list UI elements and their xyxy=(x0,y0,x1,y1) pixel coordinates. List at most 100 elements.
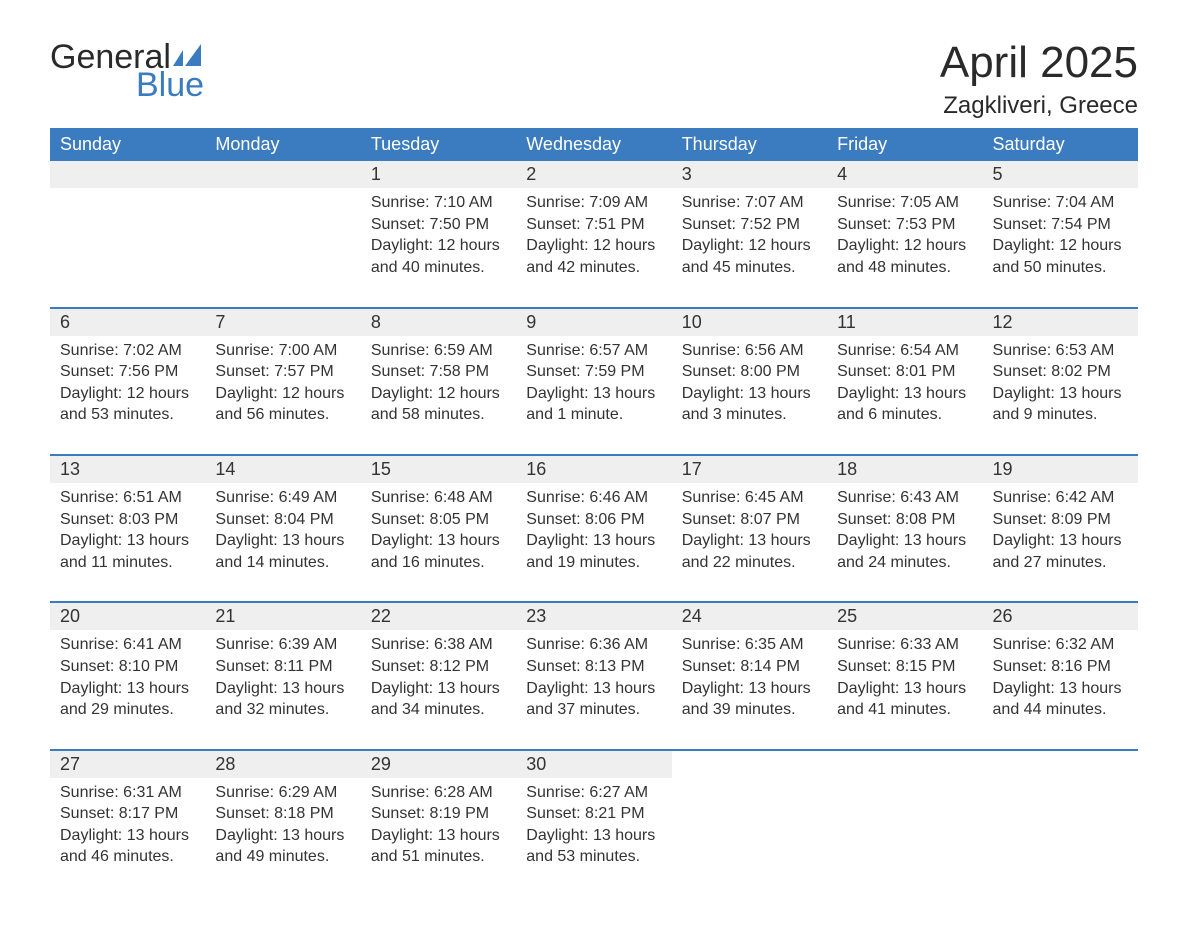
day-cell: Sunrise: 6:35 AMSunset: 8:14 PMDaylight:… xyxy=(672,630,827,749)
day-cell-body: Sunrise: 7:02 AMSunset: 7:56 PMDaylight:… xyxy=(50,336,205,426)
day-cell-body: Sunrise: 6:57 AMSunset: 7:59 PMDaylight:… xyxy=(516,336,671,426)
sunrise-line: Sunrise: 6:53 AM xyxy=(993,340,1128,362)
brand-logo: General Blue xyxy=(50,40,207,102)
sunrise-line: Sunrise: 6:56 AM xyxy=(682,340,817,362)
daylight-line: and 50 minutes. xyxy=(993,257,1128,279)
day-number-cell: 13 xyxy=(50,455,205,483)
day-number-cell: 16 xyxy=(516,455,671,483)
sunset-line: Sunset: 8:15 PM xyxy=(837,656,972,678)
sunrise-line: Sunrise: 7:09 AM xyxy=(526,192,661,214)
sunset-line: Sunset: 7:52 PM xyxy=(682,214,817,236)
day-number-cell: 27 xyxy=(50,750,205,778)
day-cell: Sunrise: 7:02 AMSunset: 7:56 PMDaylight:… xyxy=(50,336,205,455)
sunset-line: Sunset: 8:02 PM xyxy=(993,361,1128,383)
daylight-line: and 48 minutes. xyxy=(837,257,972,279)
sunrise-line: Sunrise: 6:51 AM xyxy=(60,487,195,509)
day-cell: Sunrise: 6:46 AMSunset: 8:06 PMDaylight:… xyxy=(516,483,671,602)
daylight-line: Daylight: 12 hours xyxy=(682,235,817,257)
daylight-line: and 49 minutes. xyxy=(215,846,350,868)
day-content-row: Sunrise: 7:10 AMSunset: 7:50 PMDaylight:… xyxy=(50,188,1138,307)
daylight-line: Daylight: 12 hours xyxy=(371,383,506,405)
daylight-line: and 53 minutes. xyxy=(526,846,661,868)
daylight-line: and 32 minutes. xyxy=(215,699,350,721)
daylight-line: Daylight: 12 hours xyxy=(837,235,972,257)
daylight-line: Daylight: 13 hours xyxy=(215,530,350,552)
daylight-line: Daylight: 12 hours xyxy=(60,383,195,405)
daylight-line: Daylight: 13 hours xyxy=(215,678,350,700)
day-cell: Sunrise: 6:43 AMSunset: 8:08 PMDaylight:… xyxy=(827,483,982,602)
daylight-line: Daylight: 13 hours xyxy=(682,383,817,405)
day-number-cell: 14 xyxy=(205,455,360,483)
daylight-line: and 22 minutes. xyxy=(682,552,817,574)
day-cell-body: Sunrise: 6:54 AMSunset: 8:01 PMDaylight:… xyxy=(827,336,982,426)
daylight-line: Daylight: 13 hours xyxy=(60,530,195,552)
daylight-line: Daylight: 13 hours xyxy=(682,530,817,552)
day-cell: Sunrise: 6:28 AMSunset: 8:19 PMDaylight:… xyxy=(361,778,516,896)
daynum-row: 20212223242526 xyxy=(50,602,1138,630)
day-cell-body: Sunrise: 6:49 AMSunset: 8:04 PMDaylight:… xyxy=(205,483,360,573)
day-cell: Sunrise: 6:29 AMSunset: 8:18 PMDaylight:… xyxy=(205,778,360,896)
sunset-line: Sunset: 7:50 PM xyxy=(371,214,506,236)
daylight-line: and 53 minutes. xyxy=(60,404,195,426)
day-cell: Sunrise: 6:57 AMSunset: 7:59 PMDaylight:… xyxy=(516,336,671,455)
sunset-line: Sunset: 7:51 PM xyxy=(526,214,661,236)
sunset-line: Sunset: 8:18 PM xyxy=(215,803,350,825)
day-cell: Sunrise: 6:27 AMSunset: 8:21 PMDaylight:… xyxy=(516,778,671,896)
sunrise-line: Sunrise: 6:35 AM xyxy=(682,634,817,656)
sunset-line: Sunset: 7:56 PM xyxy=(60,361,195,383)
day-cell-body: Sunrise: 7:05 AMSunset: 7:53 PMDaylight:… xyxy=(827,188,982,278)
day-cell: Sunrise: 7:07 AMSunset: 7:52 PMDaylight:… xyxy=(672,188,827,307)
day-number-cell: 30 xyxy=(516,750,671,778)
sunset-line: Sunset: 8:14 PM xyxy=(682,656,817,678)
day-number-cell: 8 xyxy=(361,308,516,336)
day-cell-body: Sunrise: 6:43 AMSunset: 8:08 PMDaylight:… xyxy=(827,483,982,573)
weekday-header: Wednesday xyxy=(516,128,671,161)
day-cell-body: Sunrise: 6:46 AMSunset: 8:06 PMDaylight:… xyxy=(516,483,671,573)
daylight-line: Daylight: 13 hours xyxy=(371,678,506,700)
sunrise-line: Sunrise: 6:49 AM xyxy=(215,487,350,509)
day-cell-body: Sunrise: 7:07 AMSunset: 7:52 PMDaylight:… xyxy=(672,188,827,278)
day-cell xyxy=(50,188,205,307)
daylight-line: Daylight: 13 hours xyxy=(526,825,661,847)
calendar-table: SundayMondayTuesdayWednesdayThursdayFrid… xyxy=(50,128,1138,896)
sunset-line: Sunset: 8:08 PM xyxy=(837,509,972,531)
sunrise-line: Sunrise: 6:45 AM xyxy=(682,487,817,509)
sunrise-line: Sunrise: 6:36 AM xyxy=(526,634,661,656)
daylight-line: and 51 minutes. xyxy=(371,846,506,868)
day-cell-body: Sunrise: 6:42 AMSunset: 8:09 PMDaylight:… xyxy=(983,483,1138,573)
daylight-line: Daylight: 13 hours xyxy=(837,530,972,552)
sunset-line: Sunset: 7:57 PM xyxy=(215,361,350,383)
daylight-line: and 27 minutes. xyxy=(993,552,1128,574)
sunset-line: Sunset: 7:59 PM xyxy=(526,361,661,383)
daylight-line: and 9 minutes. xyxy=(993,404,1128,426)
day-cell-body: Sunrise: 6:53 AMSunset: 8:02 PMDaylight:… xyxy=(983,336,1138,426)
day-cell-body: Sunrise: 7:04 AMSunset: 7:54 PMDaylight:… xyxy=(983,188,1138,278)
day-cell: Sunrise: 6:32 AMSunset: 8:16 PMDaylight:… xyxy=(983,630,1138,749)
day-cell: Sunrise: 6:38 AMSunset: 8:12 PMDaylight:… xyxy=(361,630,516,749)
daylight-line: and 39 minutes. xyxy=(682,699,817,721)
daylight-line: and 24 minutes. xyxy=(837,552,972,574)
daylight-line: and 46 minutes. xyxy=(60,846,195,868)
sunset-line: Sunset: 8:06 PM xyxy=(526,509,661,531)
day-cell: Sunrise: 6:54 AMSunset: 8:01 PMDaylight:… xyxy=(827,336,982,455)
day-number-cell: 21 xyxy=(205,602,360,630)
day-number-cell xyxy=(672,750,827,778)
sunrise-line: Sunrise: 7:07 AM xyxy=(682,192,817,214)
daylight-line: Daylight: 13 hours xyxy=(837,678,972,700)
daynum-row: 13141516171819 xyxy=(50,455,1138,483)
sunrise-line: Sunrise: 6:57 AM xyxy=(526,340,661,362)
sunrise-line: Sunrise: 7:05 AM xyxy=(837,192,972,214)
day-cell-body: Sunrise: 6:35 AMSunset: 8:14 PMDaylight:… xyxy=(672,630,827,720)
sunrise-line: Sunrise: 6:29 AM xyxy=(215,782,350,804)
daylight-line: Daylight: 12 hours xyxy=(215,383,350,405)
sunset-line: Sunset: 8:00 PM xyxy=(682,361,817,383)
daylight-line: and 3 minutes. xyxy=(682,404,817,426)
daylight-line: Daylight: 13 hours xyxy=(993,383,1128,405)
day-cell-body: Sunrise: 7:10 AMSunset: 7:50 PMDaylight:… xyxy=(361,188,516,278)
daylight-line: and 58 minutes. xyxy=(371,404,506,426)
daylight-line: Daylight: 12 hours xyxy=(526,235,661,257)
day-content-row: Sunrise: 6:41 AMSunset: 8:10 PMDaylight:… xyxy=(50,630,1138,749)
daylight-line: Daylight: 13 hours xyxy=(60,678,195,700)
month-title: April 2025 xyxy=(940,40,1138,86)
sunrise-line: Sunrise: 6:59 AM xyxy=(371,340,506,362)
